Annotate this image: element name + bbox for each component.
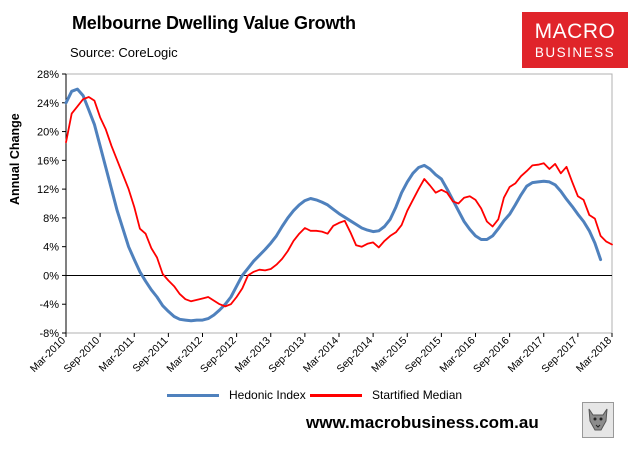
x-tick-label: Mar-2014 xyxy=(301,335,341,375)
x-tick-label: Mar-2017 xyxy=(506,335,546,375)
x-tick-label: Sep-2012 xyxy=(198,335,239,376)
chart-title: Melbourne Dwelling Value Growth xyxy=(72,13,356,33)
macro-business-logo: MACRO BUSINESS xyxy=(522,12,628,68)
y-tick-label: 16% xyxy=(37,155,59,167)
wolf-mascot-icon xyxy=(582,402,614,438)
x-axis: Mar-2010Sep-2010Mar-2011Sep-2011Mar-2012… xyxy=(28,274,614,376)
x-tick-label: Sep-2017 xyxy=(539,335,580,376)
y-axis-label: Annual Change xyxy=(8,113,22,205)
y-tick-label: 8% xyxy=(43,213,59,225)
x-tick-label: Mar-2013 xyxy=(233,335,273,375)
x-tick-label: Mar-2015 xyxy=(369,335,409,375)
y-tick-label: -4% xyxy=(39,299,59,311)
x-tick-label: Mar-2010 xyxy=(28,335,68,375)
legend-item-stratified-median: Startified Median xyxy=(310,388,462,402)
plot-border xyxy=(65,73,613,334)
series-line-hedonic-index xyxy=(64,87,603,323)
chart-series xyxy=(64,87,613,323)
series-line-stratified-median xyxy=(65,96,613,308)
y-tick-label: 12% xyxy=(37,184,59,196)
legend-swatch-hedonic xyxy=(167,393,219,397)
y-tick-label: 0% xyxy=(43,270,59,282)
y-axis: -8% -4% 0% 4% 8% 12% 16% 20% 24% 28% xyxy=(37,69,67,340)
x-tick-label: Sep-2011 xyxy=(130,335,170,375)
x-tick-label: Sep-2014 xyxy=(335,335,376,376)
x-tick-label: Mar-2016 xyxy=(437,335,477,375)
x-tick-label: Sep-2010 xyxy=(62,335,103,376)
x-tick-label: Sep-2013 xyxy=(266,335,307,376)
x-tick-label: Mar-2018 xyxy=(574,335,614,375)
x-tick-label: Mar-2011 xyxy=(97,335,137,375)
y-tick-label: 20% xyxy=(37,127,59,139)
legend-label-stratified: Startified Median xyxy=(372,388,463,402)
legend-label-hedonic: Hedonic Index xyxy=(229,388,306,402)
x-tick-label: Sep-2015 xyxy=(403,335,444,376)
y-tick-label: 24% xyxy=(37,98,59,110)
chart-source: Source: CoreLogic xyxy=(70,45,178,60)
website-url[interactable]: www.macrobusiness.com.au xyxy=(306,413,539,432)
logo-line-1: MACRO xyxy=(534,20,616,43)
x-tick-label: Sep-2016 xyxy=(471,335,512,376)
x-tick-label: Mar-2012 xyxy=(164,335,204,375)
logo-line-2: BUSINESS xyxy=(534,45,616,60)
y-tick-label: -8% xyxy=(39,328,59,340)
chart-plot-area xyxy=(65,73,613,334)
legend-item-hedonic-index: Hedonic Index xyxy=(167,388,306,402)
y-tick-label: 4% xyxy=(43,242,59,254)
y-tick-label: 28% xyxy=(37,69,59,81)
legend-swatch-stratified xyxy=(310,393,362,397)
